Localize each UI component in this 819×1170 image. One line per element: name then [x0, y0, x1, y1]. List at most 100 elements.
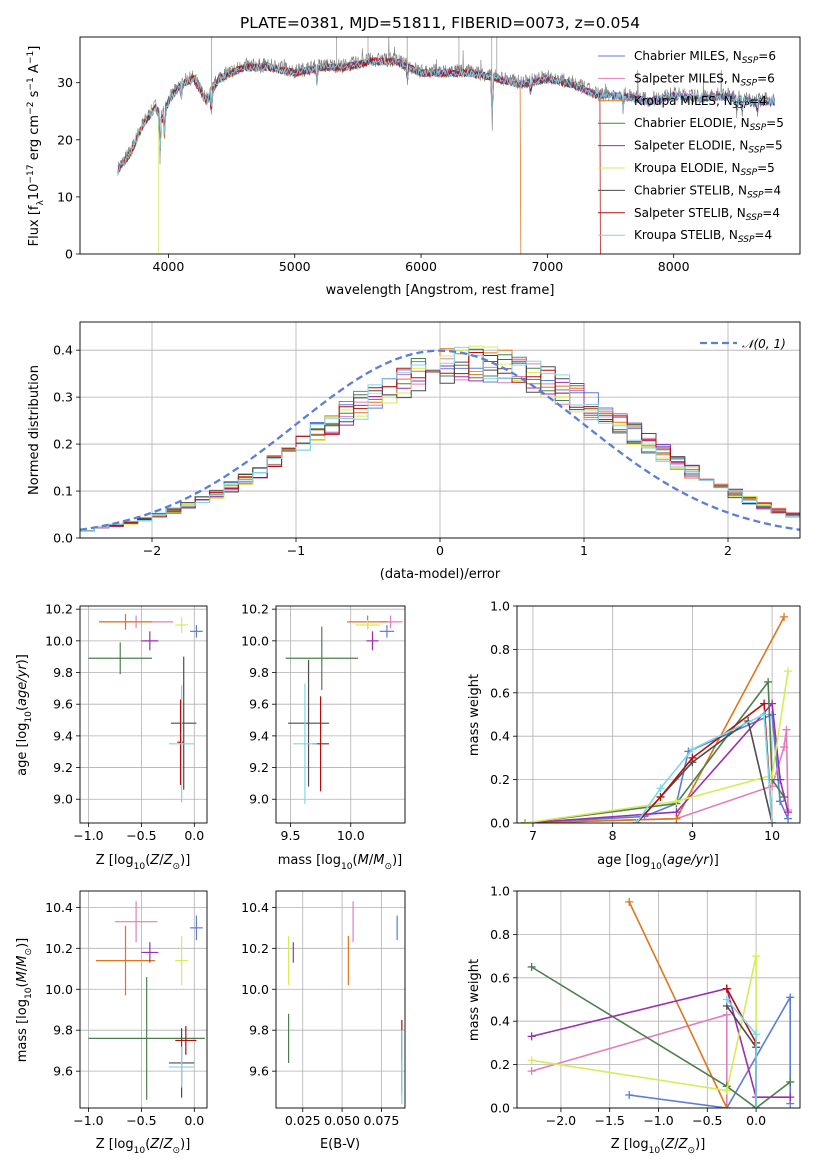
weight-marker — [776, 797, 785, 806]
y-tick-label: 10.2 — [241, 941, 269, 956]
y-tick-label: 0.2 — [490, 1057, 510, 1072]
legend-label: Kroupa STELIB, NSSP=4 — [634, 228, 772, 245]
weight-marker — [784, 808, 793, 817]
y-tick-label: 0.4 — [490, 729, 510, 744]
y-tick-label: 20 — [57, 132, 73, 147]
x-tick-label: 4000 — [153, 259, 185, 274]
weight-marker — [776, 775, 785, 784]
spectrum-frame: 4000 5000 6000 7000 8000 0 10 20 30 — [57, 36, 801, 274]
age_vs_Z-plot — [88, 613, 203, 803]
x-tick-label: −1.5 — [595, 1113, 625, 1128]
x-tick-label: −0.5 — [126, 828, 156, 843]
x-tick-label: 7000 — [531, 259, 563, 274]
histogram-7 — [80, 352, 800, 532]
y-tick-label: 10.2 — [45, 941, 73, 956]
y-tick-label: 30 — [57, 75, 73, 90]
weight-marker — [722, 1104, 731, 1108]
weight-marker — [632, 819, 641, 823]
normal-curve — [80, 349, 800, 531]
x-axis-label: E(B-V) — [320, 1137, 360, 1152]
y-tick-label: 0.4 — [53, 343, 73, 358]
x-tick-label: 0.0 — [746, 1113, 766, 1128]
weight-marker — [722, 984, 731, 993]
y-tick-label: 10 — [57, 189, 73, 204]
y-tick-label: 0.0 — [53, 531, 73, 546]
x-tick-label: 0.0 — [184, 1113, 204, 1128]
weight-marker — [527, 1056, 536, 1065]
y-tick-label: 0.8 — [490, 927, 510, 942]
weight-line-4 — [531, 987, 791, 1098]
histogram-4 — [80, 359, 800, 532]
x-tick-label: 7 — [529, 828, 537, 843]
y-axis-label: mass [log10(M/M⊙)] — [15, 938, 34, 1062]
weight-marker — [786, 993, 795, 1002]
weight-marker — [672, 808, 681, 817]
age_vs_mass-plot — [285, 615, 403, 804]
weight-marker — [672, 797, 681, 806]
histogram-6 — [80, 348, 800, 532]
histogram-1 — [80, 358, 800, 532]
weight-marker — [527, 962, 536, 971]
y-tick-label: 9.2 — [53, 760, 73, 775]
histogram-8 — [80, 346, 800, 532]
x-axis-label: Z [log10(Z/Z⊙)] — [96, 853, 191, 872]
weight-marker — [688, 753, 697, 762]
legend-label: Salpeter MILES, NSSP=6 — [634, 71, 775, 88]
x-tick-label: 0.075 — [364, 1113, 400, 1128]
axes-frame — [79, 605, 208, 824]
weight-marker — [768, 699, 777, 708]
x-tick-label: 5000 — [279, 259, 311, 274]
y-tick-label: 0.8 — [490, 642, 510, 657]
y-tick-label: 9.4 — [53, 728, 73, 743]
x-tick-label: 0 — [436, 543, 444, 558]
x-tick-label: 0.025 — [285, 1113, 321, 1128]
weight-marker — [625, 897, 634, 906]
y-tick-label: 10.4 — [241, 900, 269, 915]
weight-marker — [527, 1067, 536, 1076]
weight-line-8 — [726, 998, 757, 1108]
axes-frame — [516, 605, 801, 824]
y-tick-label: 9.6 — [53, 1064, 73, 1079]
x-tick-label: 0.0 — [184, 828, 204, 843]
x-tick-label: 10 — [764, 828, 780, 843]
mass_vs_Z-frame: −1.0 −0.5 0.0 9.6 9.8 10.0 10.2 10.4 — [45, 890, 208, 1128]
y-tick-label: 9.6 — [53, 697, 73, 712]
y-tick-label: 10.0 — [241, 982, 269, 997]
spectrum-plot — [117, 37, 776, 254]
weight-marker — [656, 792, 665, 801]
x-axis-label: Z [log10(Z/Z⊙)] — [96, 1137, 191, 1156]
residuals-plot — [80, 345, 800, 532]
y-tick-label: 9.4 — [249, 728, 269, 743]
legend-label: Kroupa MILES, NSSP=4 — [634, 94, 767, 111]
y-tick-label: 9.8 — [53, 1023, 73, 1038]
mass_vs_Z-axes — [80, 891, 207, 1108]
weight-marker — [780, 612, 789, 621]
y-tick-label: 9.6 — [249, 697, 269, 712]
x-tick-label: −1.0 — [73, 1113, 103, 1128]
weight-marker — [752, 952, 761, 961]
weight_vs_Z-plot — [527, 897, 795, 1108]
x-tick-label: −2.0 — [546, 1113, 576, 1128]
legend-label: Salpeter STELIB, NSSP=4 — [634, 206, 780, 223]
residuals-frame: −2 −1 0 1 2 0.0 0.1 0.2 0.3 0.4 — [53, 321, 801, 558]
weight-marker — [752, 1104, 761, 1108]
y-axis-label: mass weight — [467, 674, 482, 756]
axes-frame — [79, 36, 801, 255]
y-tick-label: 9.6 — [249, 1064, 269, 1079]
x-tick-label: 8000 — [658, 259, 690, 274]
legend-label: Chabrier STELIB, NSSP=4 — [634, 183, 781, 200]
y-tick-label: 10.2 — [45, 602, 73, 617]
x-tick-label: 9.5 — [281, 828, 301, 843]
weight-marker — [520, 819, 529, 823]
x-tick-label: −1.0 — [643, 1113, 673, 1128]
legend-label: Salpeter ELODIE, NSSP=5 — [634, 139, 783, 156]
x-axis-label: (data-model)/error — [380, 567, 501, 582]
weight-line-3 — [524, 679, 785, 823]
x-tick-label: 1 — [580, 543, 588, 558]
weight_vs_Z-frame: −2.0 −1.5 −1.0 −0.5 0.0 0.0 0.2 0.4 0.6 0.8 1.0 — [490, 884, 801, 1128]
y-tick-label: 0.2 — [53, 437, 73, 452]
age_vs_Z-frame: −1.0 −0.5 0.0 9.0 9.2 9.4 9.6 9.8 10.0 10.2 — [45, 602, 208, 843]
weight-line-5 — [531, 955, 757, 1108]
weight-line-3 — [531, 966, 791, 1108]
